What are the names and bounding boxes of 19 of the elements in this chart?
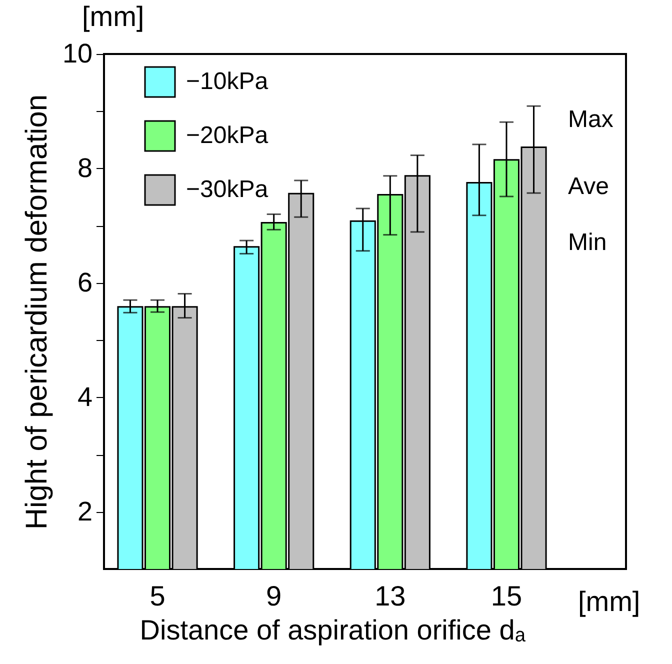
legend-label: −10kPa — [186, 68, 269, 95]
x-axis-title: Distance of aspiration orifice dₐ — [140, 614, 526, 646]
x-tick-label: 9 — [266, 580, 282, 612]
y-tick-label: 10 — [62, 38, 92, 68]
y-tick-label: 6 — [77, 267, 92, 298]
y-axis-title: Hight of pericardium deformation — [20, 94, 54, 530]
text: [mm] — [578, 586, 640, 617]
annotation: Ave — [568, 173, 609, 200]
legend-label: −30kPa — [186, 176, 269, 203]
x-tick-label: 13 — [374, 580, 406, 612]
y-tick-label: 2 — [77, 496, 92, 526]
annotation: Min — [568, 229, 607, 256]
x-tick-label: 5 — [150, 580, 166, 612]
x-tick-label: 15 — [490, 580, 522, 612]
annotation: Max — [568, 106, 614, 133]
y-tick-label: 4 — [77, 382, 92, 412]
text: [mm] — [82, 1, 144, 32]
y-tick-label: 8 — [77, 152, 92, 183]
legend-label: −20kPa — [186, 122, 269, 149]
